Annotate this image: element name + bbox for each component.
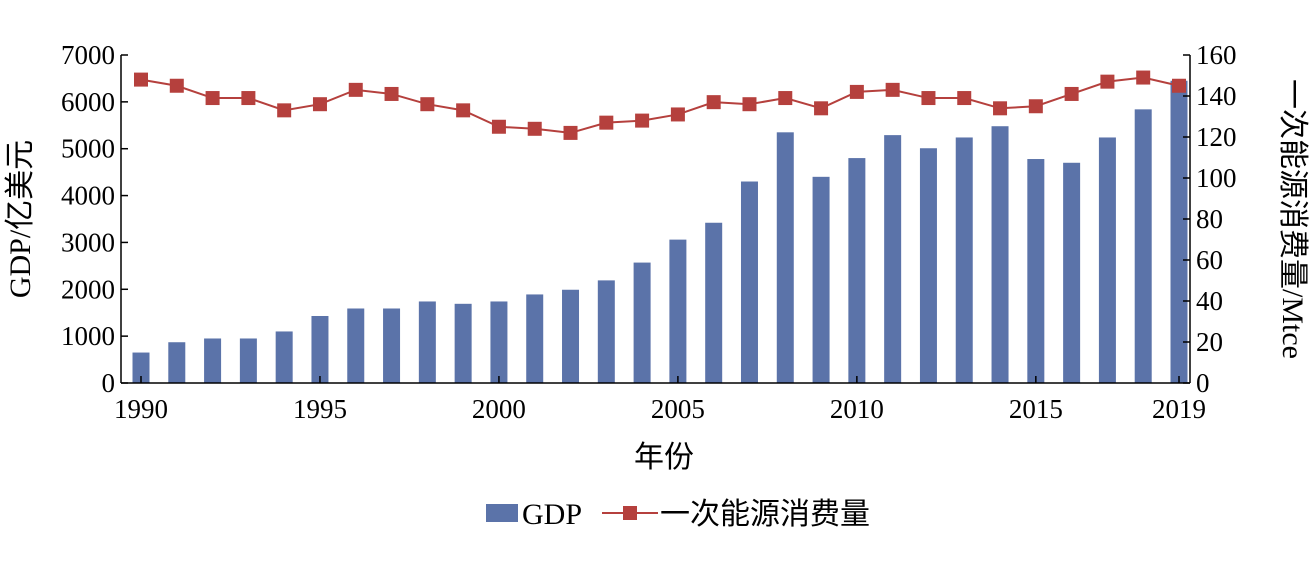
gdp-bar xyxy=(562,289,580,383)
energy-marker xyxy=(670,107,685,122)
right-tick-label: 160 xyxy=(1196,40,1237,70)
energy-line xyxy=(134,70,1186,140)
gdp-bars xyxy=(132,80,1188,384)
gdp-bar xyxy=(204,338,222,383)
x-tick-label: 1995 xyxy=(293,394,347,424)
legend-gdp-label: GDP xyxy=(522,498,582,531)
legend-energy-marker xyxy=(623,506,637,520)
energy-marker xyxy=(205,91,220,106)
energy-line-path xyxy=(140,76,1180,134)
gdp-bar xyxy=(1027,159,1045,383)
gdp-bar xyxy=(526,294,544,383)
energy-marker xyxy=(348,82,363,97)
x-tick-label: 1990 xyxy=(114,394,168,424)
energy-marker xyxy=(849,84,864,99)
x-tick-label: 2000 xyxy=(472,394,526,424)
gdp-bar xyxy=(705,222,723,383)
right-tick-label: 80 xyxy=(1196,204,1223,234)
energy-marker xyxy=(814,101,829,116)
energy-marker xyxy=(456,103,471,118)
gdp-bar xyxy=(1134,109,1152,384)
gdp-bar xyxy=(1063,162,1081,383)
energy-marker xyxy=(420,97,435,112)
right-tick-label: 20 xyxy=(1196,327,1223,357)
energy-marker xyxy=(312,97,327,112)
energy-marker xyxy=(1172,78,1186,93)
x-tick-label: 2019 xyxy=(1152,394,1206,424)
gdp-bar xyxy=(812,176,830,383)
gdp-bar xyxy=(669,239,687,383)
energy-marker xyxy=(742,97,757,112)
energy-marker xyxy=(1100,74,1115,89)
energy-marker xyxy=(706,95,721,110)
gdp-bar xyxy=(418,301,436,383)
x-tick-label: 2005 xyxy=(651,394,705,424)
x-tick-label: 2015 xyxy=(1009,394,1063,424)
tick-labels: 0 1000 2000 3000 4000 5000 6000 7000 0 20 40 60 80 10… xyxy=(61,40,1237,424)
gdp-bar xyxy=(884,135,902,383)
energy-marker xyxy=(527,121,542,136)
left-tick-label: 4000 xyxy=(61,181,115,211)
energy-marker xyxy=(1064,86,1079,101)
right-tick-label: 140 xyxy=(1196,81,1237,111)
energy-marker xyxy=(169,78,184,93)
energy-marker xyxy=(563,125,578,140)
left-tick-label: 1000 xyxy=(61,321,115,351)
gdp-bar xyxy=(740,181,758,383)
gdp-bar xyxy=(275,331,293,383)
energy-marker xyxy=(134,72,148,87)
legend-gdp-swatch xyxy=(486,504,518,522)
legend: GDP 一次能源消费量 xyxy=(486,498,870,531)
gdp-bar xyxy=(1098,137,1116,383)
x-axis-title: 年份 xyxy=(634,441,694,474)
right-tick-label: 120 xyxy=(1196,122,1237,152)
energy-marker xyxy=(993,101,1008,116)
left-tick-label: 7000 xyxy=(61,40,115,70)
left-tick-label: 3000 xyxy=(61,227,115,257)
energy-marker xyxy=(957,91,972,106)
axes xyxy=(120,54,1191,384)
gdp-bar xyxy=(991,126,1009,384)
gdp-bar xyxy=(776,132,794,383)
right-axis-title: 一次能源消费量/Mtce xyxy=(1276,79,1309,359)
energy-marker xyxy=(635,113,650,128)
left-tick-label: 0 xyxy=(102,368,116,398)
gdp-bar xyxy=(239,338,257,383)
gdp-bar xyxy=(633,262,651,383)
gdp-bar xyxy=(848,158,866,383)
right-tick-label: 0 xyxy=(1196,368,1210,398)
gdp-bar xyxy=(168,342,186,383)
right-tick-label: 100 xyxy=(1196,163,1237,193)
gdp-bar xyxy=(311,315,329,383)
gdp-bar xyxy=(347,308,365,383)
energy-marker xyxy=(241,91,256,106)
energy-marker xyxy=(1028,99,1043,114)
gdp-bar xyxy=(454,303,472,383)
energy-marker xyxy=(1136,70,1151,85)
x-tick-label: 2010 xyxy=(830,394,884,424)
energy-marker xyxy=(778,91,793,106)
gdp-bar xyxy=(597,280,615,383)
left-tick-label: 5000 xyxy=(61,134,115,164)
gdp-bar xyxy=(955,137,973,383)
energy-marker xyxy=(491,119,506,134)
gdp-bar xyxy=(383,308,401,383)
gdp-bar xyxy=(919,148,937,383)
energy-marker xyxy=(885,82,900,97)
right-tick-label: 60 xyxy=(1196,245,1223,275)
energy-marker xyxy=(921,91,936,106)
gdp-bar xyxy=(490,301,508,383)
right-tick-label: 40 xyxy=(1196,286,1223,316)
energy-marker xyxy=(384,86,399,101)
left-tick-label: 2000 xyxy=(61,274,115,304)
gdp-bar xyxy=(132,352,150,383)
energy-marker xyxy=(277,103,292,118)
gdp-bar xyxy=(1170,80,1188,384)
left-tick-label: 6000 xyxy=(61,87,115,117)
left-axis-title: GDP/亿美元 xyxy=(4,140,37,298)
legend-energy-label: 一次能源消费量 xyxy=(660,498,870,531)
energy-marker xyxy=(599,115,614,130)
